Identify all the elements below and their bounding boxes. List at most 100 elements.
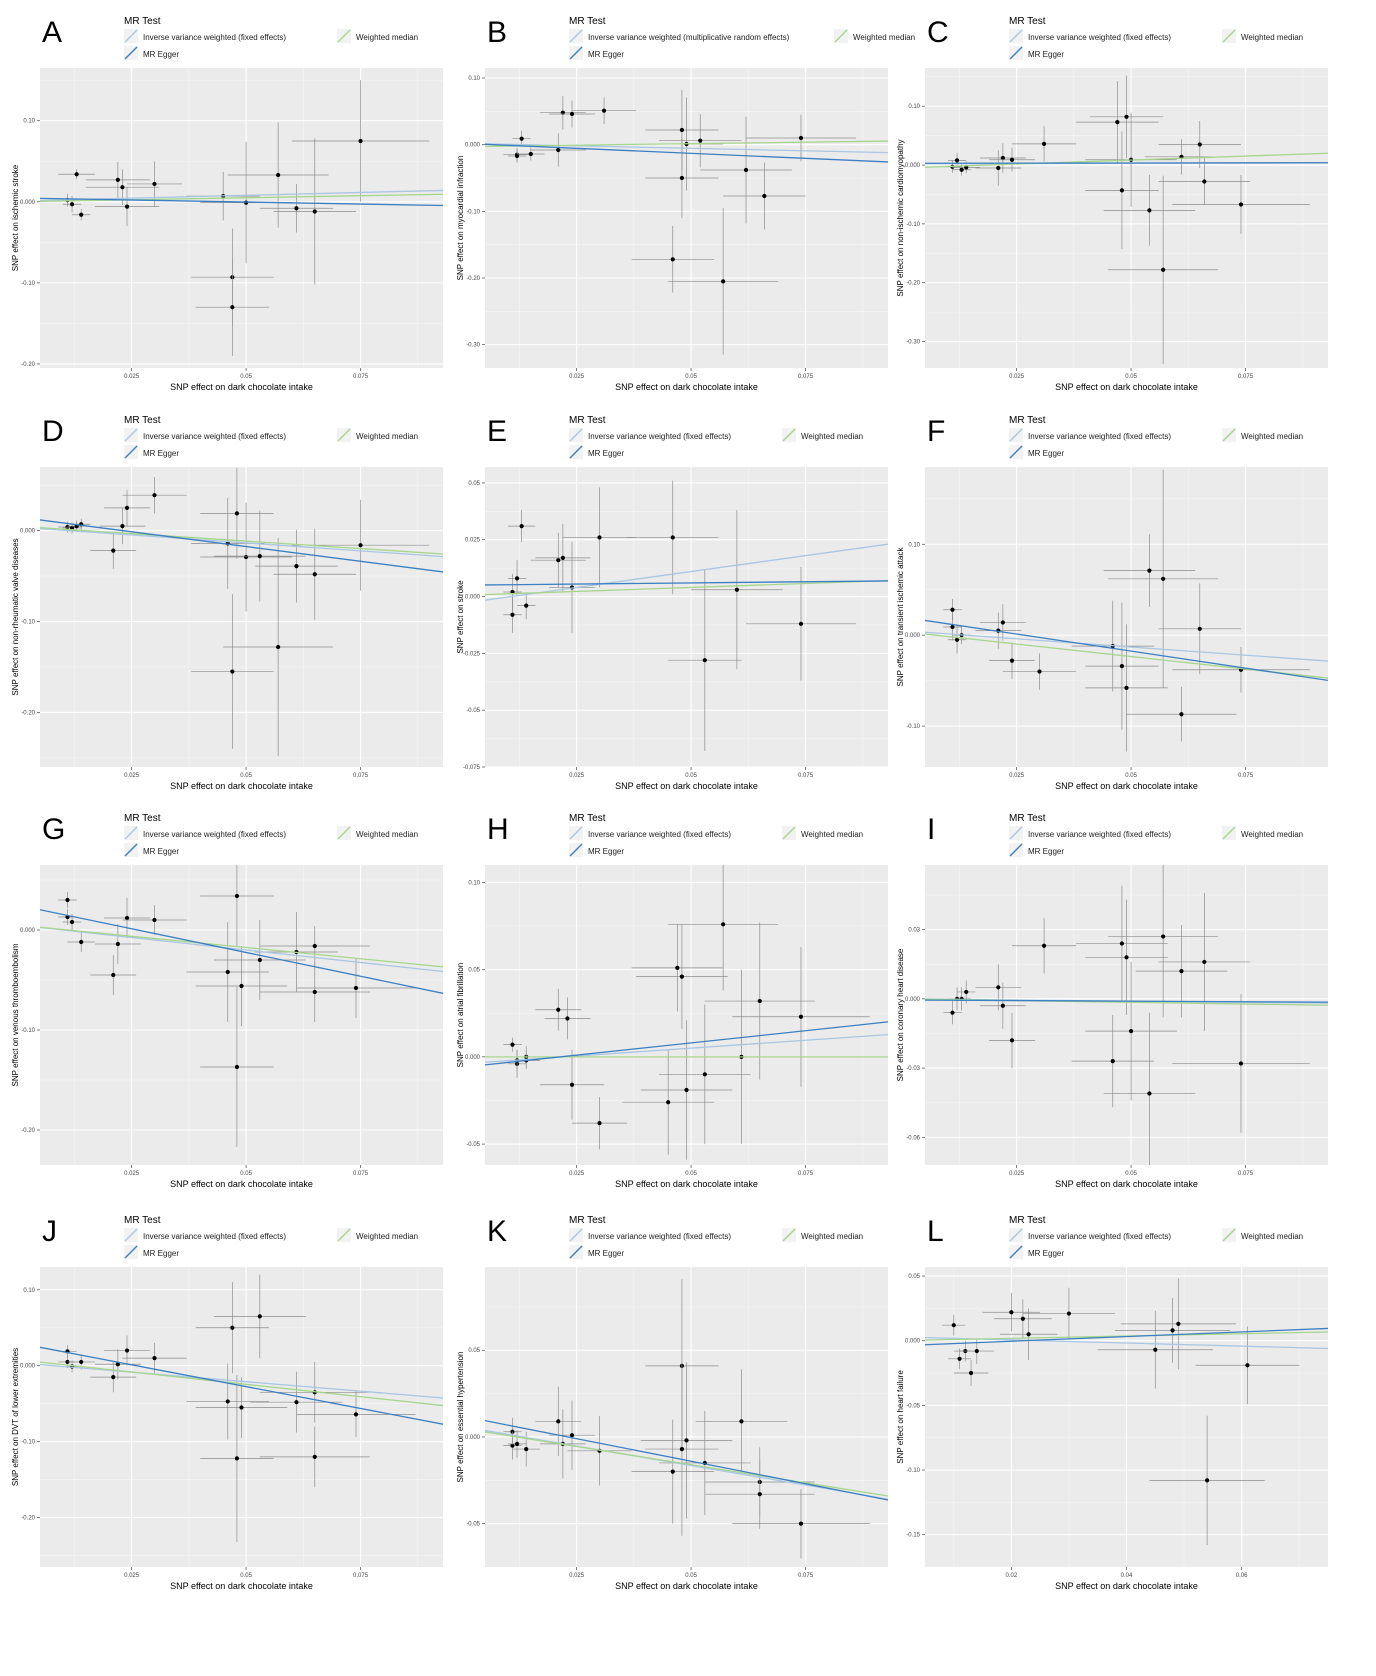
y-tick-label: -0.20: [906, 281, 920, 287]
y-tick-label: -0.30: [466, 343, 480, 349]
y-tick-label: 0.10: [23, 1288, 35, 1294]
legend-title: MR Test: [1009, 1215, 1046, 1226]
legend-key-ivw: [1009, 29, 1023, 43]
snp-point: [235, 1456, 239, 1460]
snp-point: [1010, 659, 1014, 663]
legend-key-egger: [124, 445, 138, 459]
snp-point: [510, 613, 514, 617]
snp-point: [1129, 1029, 1133, 1033]
legend-label-wm: Weighted median: [1241, 830, 1303, 839]
legend-key-egger: [124, 1245, 138, 1259]
legend-title: MR Test: [569, 1215, 606, 1226]
legend-key-ivw: [569, 29, 583, 43]
legend-title: MR Test: [1009, 415, 1046, 426]
snp-point: [1147, 569, 1151, 573]
y-tick-label: -0.05: [466, 1522, 480, 1528]
y-tick-label: -0.10: [21, 1028, 35, 1034]
panel-letter: I: [927, 813, 935, 846]
snp-point: [561, 556, 565, 560]
snp-point: [354, 986, 358, 990]
snp-point: [230, 669, 234, 673]
x-tick-label: 0.05: [240, 374, 252, 380]
y-axis-title: SNP effect on atrial fibrillation: [456, 963, 465, 1068]
y-tick-label: 0.000: [465, 1055, 481, 1061]
y-axis-title: SNP effect on heart failure: [896, 1370, 905, 1464]
legend-key-wm: [337, 29, 351, 43]
legend-label-ivw: Inverse variance weighted (fixed effects…: [1028, 830, 1171, 839]
legend-label-wm: Weighted median: [356, 33, 418, 42]
legend-label-ivw: Inverse variance weighted (fixed effects…: [1028, 432, 1171, 441]
legend-key-egger: [569, 46, 583, 60]
legend-label-wm: Weighted median: [356, 1232, 418, 1241]
x-tick-label: 0.075: [798, 773, 814, 779]
snp-point: [529, 152, 533, 156]
snp-point: [70, 920, 74, 924]
legend-label-egger: MR Egger: [143, 847, 179, 856]
legend-key-wm: [337, 1228, 351, 1242]
legend-key-ivw: [124, 29, 138, 43]
y-tick-label: 0.000: [465, 143, 481, 149]
snp-point: [955, 158, 959, 162]
panel-letter: J: [42, 1215, 57, 1248]
snp-point: [276, 173, 280, 177]
snp-point: [698, 139, 702, 143]
y-tick-label: -0.05: [906, 1403, 920, 1409]
snp-point: [1111, 1059, 1115, 1063]
snp-point: [1115, 120, 1119, 124]
panel-letter: H: [487, 813, 509, 846]
legend: MR TestInverse variance weighted (fixed …: [1009, 16, 1303, 60]
legend: MR TestInverse variance weighted (fixed …: [124, 1215, 418, 1259]
y-axis-title: SNP effect on non-ischemic cardiomyopath…: [896, 139, 905, 296]
legend-key-ivw: [569, 428, 583, 442]
snp-point: [680, 975, 684, 979]
x-tick-label: 0.05: [685, 374, 697, 380]
snp-point: [1202, 179, 1206, 183]
x-axis-title: SNP effect on dark chocolate intake: [615, 382, 758, 392]
snp-point: [111, 973, 115, 977]
x-tick-label: 0.025: [124, 1573, 140, 1579]
snp-point: [226, 1399, 230, 1403]
snp-point: [680, 176, 684, 180]
snp-point: [313, 209, 317, 213]
snp-point: [1147, 208, 1151, 212]
legend-label-egger: MR Egger: [1028, 449, 1064, 458]
x-tick-label: 0.075: [798, 1573, 814, 1579]
panel-d: D MR Test Inverse variance weighted (fixed…: [11, 415, 443, 791]
legend-key-ivw: [1009, 428, 1023, 442]
plot-background: [485, 467, 888, 767]
x-tick-label: 0.05: [685, 1573, 697, 1579]
x-tick-label: 0.025: [569, 1171, 585, 1177]
snp-point: [235, 894, 239, 898]
legend-title: MR Test: [569, 16, 606, 27]
x-axis-title: SNP effect on dark chocolate intake: [615, 1179, 758, 1189]
snp-point: [239, 984, 243, 988]
y-tick-label: -0.075: [463, 765, 481, 771]
snp-point: [313, 944, 317, 948]
panel-letter: B: [487, 16, 507, 49]
y-tick-label: 0.05: [468, 481, 480, 487]
snp-point: [1037, 669, 1041, 673]
legend-label-ivw: Inverse variance weighted (fixed effects…: [143, 33, 286, 42]
snp-point: [680, 128, 684, 132]
legend-title: MR Test: [124, 415, 161, 426]
legend-title: MR Test: [124, 813, 161, 824]
panel-b: B MR TestInverse variance weighted (multi…: [456, 16, 915, 392]
snp-point: [1153, 1348, 1157, 1352]
snp-point: [294, 564, 298, 568]
panel-letter: L: [927, 1215, 944, 1248]
snp-point: [239, 1405, 243, 1409]
y-tick-label: 0.10: [468, 76, 480, 82]
x-tick-label: 0.05: [1125, 374, 1137, 380]
legend-label-wm: Weighted median: [801, 830, 863, 839]
snp-point: [235, 511, 239, 515]
x-axis-title: SNP effect on dark chocolate intake: [170, 1179, 313, 1189]
y-axis-title: SNP effect on venous thromboembolism: [11, 943, 20, 1086]
snp-point: [313, 990, 317, 994]
panel-c: C MR TestInverse variance weighted (fixed…: [896, 16, 1328, 392]
snp-point: [230, 1326, 234, 1330]
snp-point: [556, 1008, 560, 1012]
legend-label-ivw: Inverse variance weighted (fixed effects…: [1028, 1232, 1171, 1241]
y-axis-title: SNP effect on coronary heart disease: [896, 948, 905, 1081]
legend-key-egger: [124, 843, 138, 857]
x-tick-label: 0.075: [353, 374, 369, 380]
